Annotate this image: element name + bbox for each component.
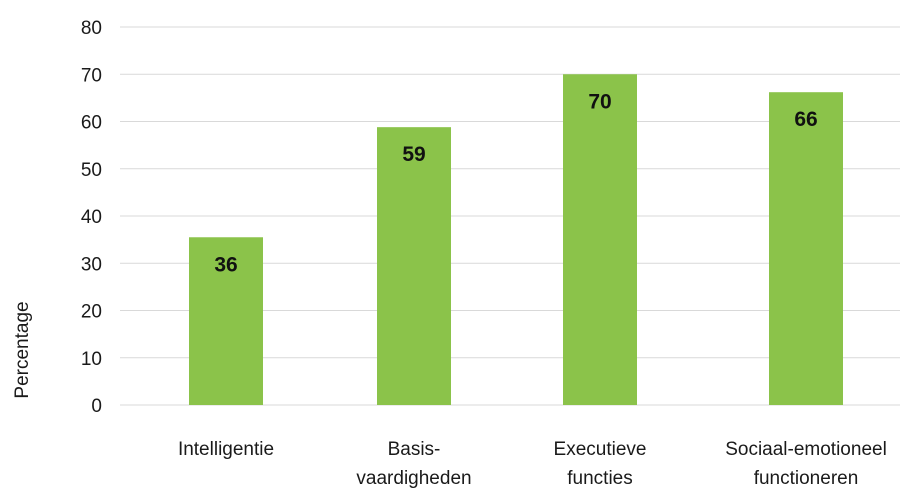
x-category-label: functies [567, 468, 632, 489]
x-category-label: vaardigheden [356, 468, 471, 489]
bar [563, 74, 637, 405]
bar [189, 237, 263, 405]
y-axis-ticks: 0 10 20 30 40 50 60 70 80 [81, 18, 102, 417]
y-tick-label: 70 [81, 65, 102, 86]
y-tick-label: 40 [81, 207, 102, 228]
y-tick-label: 20 [81, 302, 102, 323]
bars [189, 74, 843, 406]
data-label: 70 [588, 90, 611, 113]
y-tick-label: 80 [81, 18, 102, 39]
x-category-label: functioneren [754, 468, 859, 489]
y-tick-label: 10 [81, 349, 102, 370]
y-axis-title: Percentage [12, 301, 33, 398]
data-label: 36 [214, 253, 237, 276]
bar [377, 127, 451, 406]
x-category-label: Intelligentie [178, 439, 274, 460]
x-category-label: Sociaal-emotioneel [725, 439, 887, 460]
data-label: 59 [402, 143, 425, 166]
y-tick-label: 30 [81, 254, 102, 275]
data-label: 66 [794, 108, 817, 131]
y-tick-label: 60 [81, 113, 102, 134]
y-tick-label: 50 [81, 160, 102, 181]
x-category-label: Basis- [388, 439, 441, 460]
x-axis-categories: Intelligentie Basis-vaardigheden Executiev… [178, 439, 887, 489]
y-tick-label: 0 [91, 396, 102, 417]
data-labels: 36 59 70 66 [214, 90, 817, 276]
bar [769, 92, 843, 405]
x-category-label: Executieve [554, 439, 647, 460]
